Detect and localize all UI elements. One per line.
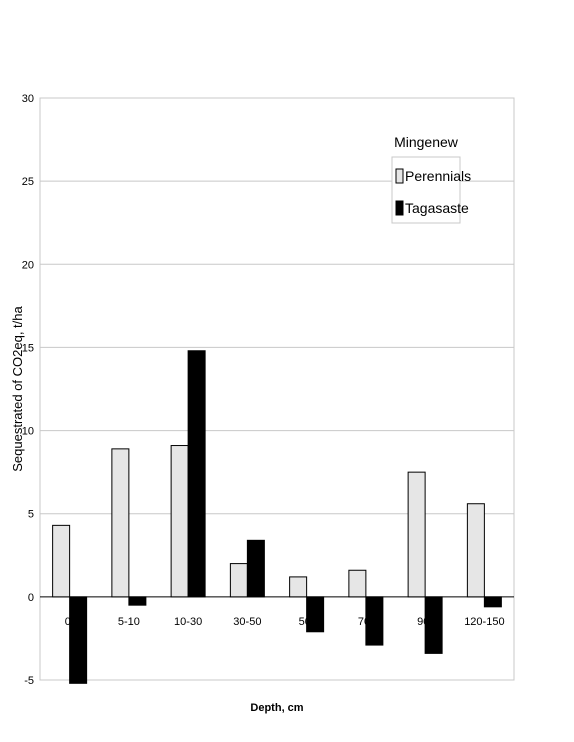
x-tick-label: 120-150 [464,616,504,628]
x-tick-label: 10-30 [174,616,202,628]
bar-perennials-90-120 [407,471,426,598]
bar-perennials-0-5 [52,524,71,598]
y-tick-label: 30 [22,93,34,105]
x-axis-label: Depth, cm [250,702,303,714]
y-tick-label: 5 [28,509,34,521]
legend-label-perennials: Perennials [405,168,471,184]
bar-tagasaste-30-50 [246,539,265,598]
x-tick-label: 30-50 [233,616,261,628]
y-tick-label: 0 [28,592,34,604]
y-tick-label: 15 [22,342,34,354]
x-tick-label: 5-10 [118,616,140,628]
legend-title: Mingenew [394,134,459,150]
bar-perennials-30-50 [229,563,248,598]
bar-perennials-50-70 [289,576,308,598]
x-tick-label: 90- [417,616,433,628]
bar-perennials-10-30 [170,445,189,598]
bar-perennials-120-150 [466,503,485,598]
bar-tagasaste-10-30 [187,350,206,598]
bar-tagasaste-5-10 [128,596,147,606]
legend: Mingenew Perennials Tagasaste [391,134,471,224]
bar-tagasaste-50-70 [306,596,325,633]
x-axis-ticks: 0- 5-10 10-30 30-50 50- 70- 90- 120-150 [65,616,505,628]
x-tick-label: 0- [65,616,75,628]
y-tick-label: 25 [22,176,34,188]
legend-swatch-tagasaste [395,200,404,216]
x-tick-label: 70- [358,616,374,628]
y-tick-label: 20 [22,259,34,271]
y-tick-label: 10 [22,426,34,438]
bar-tagasaste-70-90 [365,596,384,646]
y-tick-label: -5 [24,675,34,687]
x-tick-label: 50- [299,616,315,628]
y-axis-label: Sequestrated of CO2eq, t/ha [10,305,25,471]
legend-label-tagasaste: Tagasaste [405,200,469,216]
bar-perennials-70-90 [348,569,367,598]
bar-tagasaste-90-120 [424,596,443,654]
bar-tagasaste-0-5 [69,596,88,684]
bar-perennials-5-10 [111,448,130,598]
y-axis-ticks: -5 0 5 10 15 20 25 30 [22,93,34,687]
legend-swatch-perennials [395,168,404,184]
bar-tagasaste-120-150 [483,596,502,608]
bars [52,350,502,684]
